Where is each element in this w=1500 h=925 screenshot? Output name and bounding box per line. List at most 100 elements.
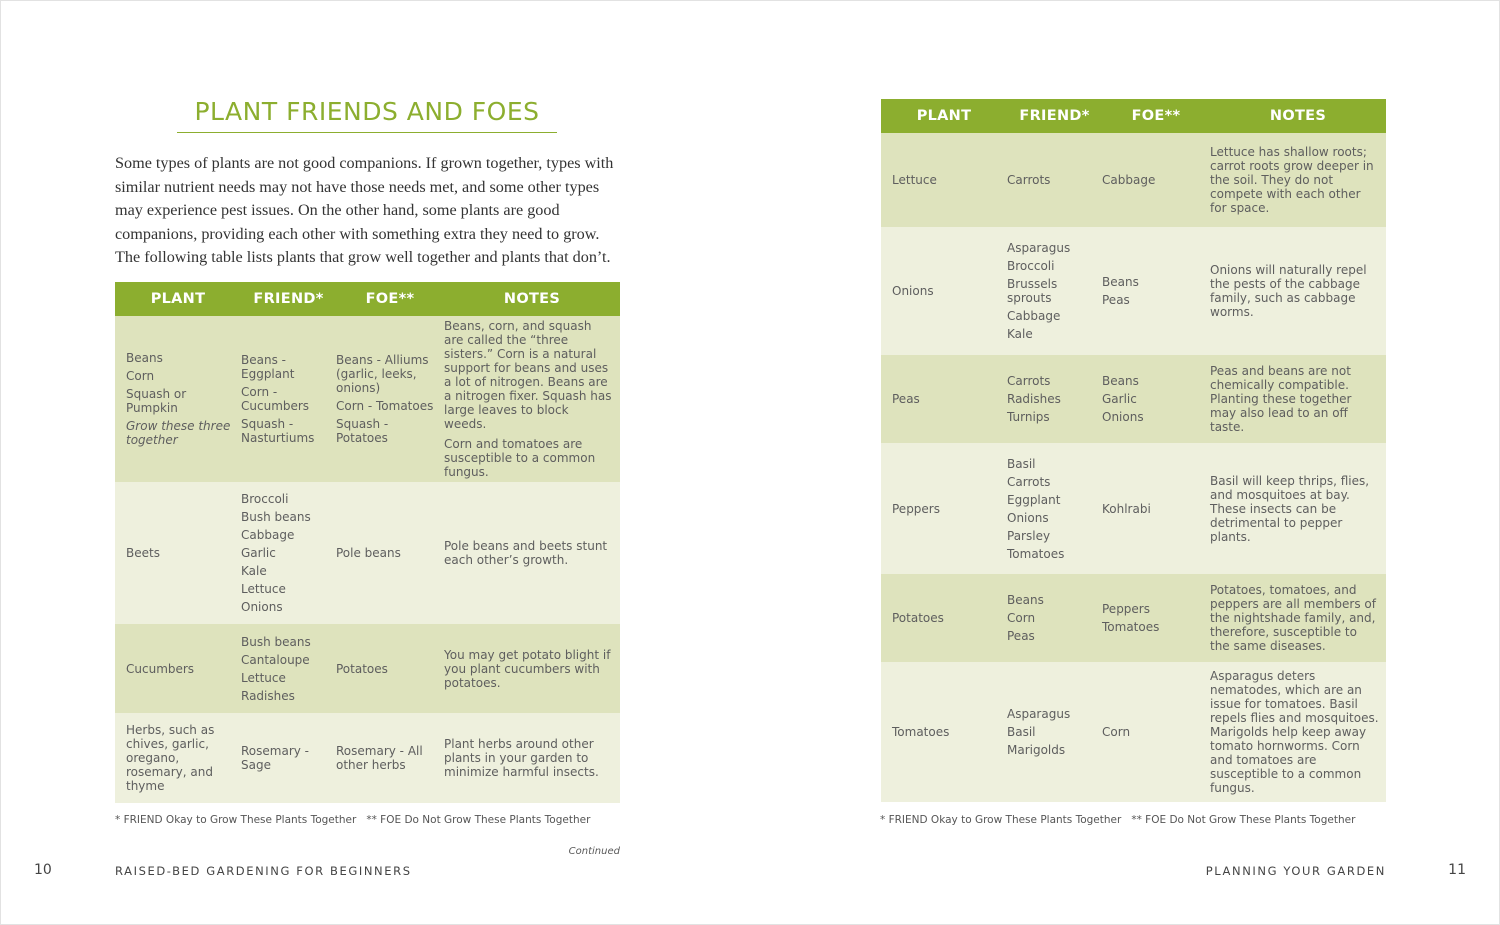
plant-cell: Lettuce: [881, 133, 1007, 227]
footnote: ** FOE Do Not Grow These Plants Together: [1131, 814, 1356, 826]
friend-item: Asparagus: [1007, 707, 1071, 721]
plant-cell: Onions: [881, 227, 1007, 355]
friend-item: Kale: [241, 564, 267, 578]
friend-item: Eggplant: [1007, 492, 1061, 507]
column-header: NOTES: [444, 282, 620, 316]
foe-item: Cabbage: [1102, 173, 1156, 187]
page-number: 10: [34, 862, 52, 878]
companion-table: PLANT FRIEND* FOE** NOTES Lettuce Carrots Cabb…: [881, 99, 1386, 802]
plant-item: Peas: [892, 392, 920, 406]
foe-cell: Corn: [1102, 662, 1210, 802]
friend-item: Carrots: [1007, 374, 1051, 388]
notes-cell: Peas and beans are not chemically compat…: [1210, 355, 1386, 443]
running-head: RAISED-BED GARDENING FOR BEGINNERS: [115, 864, 412, 878]
footnote: * FRIEND Okay to Grow These Plants Toget…: [880, 814, 1122, 826]
plant-item: Squash or Pumpkin: [126, 387, 187, 415]
header-row: PLANT FRIEND* FOE** NOTES: [115, 282, 620, 316]
plant-cell: Potatoes: [881, 574, 1007, 662]
footnotes: * FRIEND Okay to Grow These Plants Toget…: [115, 814, 600, 826]
notes-cell: Asparagus deters nematodes, which are an…: [1210, 662, 1386, 802]
notes-cell: Potatoes, tomatoes, and peppers are all …: [1210, 574, 1386, 662]
note: Lettuce has shallow roots; carrot roots …: [1210, 145, 1374, 215]
foe-item: Garlic: [1102, 392, 1137, 406]
friend-item: Marigolds: [1007, 743, 1066, 757]
foe-cell: Pole beans: [336, 482, 444, 624]
friend-cell: Asparagus Broccoli Brussels sprouts Cabbage…: [1007, 227, 1102, 355]
note: Corn and tomatoes are susceptible to a c…: [444, 437, 596, 479]
foe-item: Peas: [1102, 293, 1130, 307]
friend-item: Peas: [1007, 629, 1035, 643]
table-row: Peas Carrots Radishes Turnips Beans Garlic Oni…: [881, 355, 1386, 443]
table-row: Herbs, such as chives, garlic, oregano, …: [115, 713, 620, 803]
plant-cell: Herbs, such as chives, garlic, oregano, …: [115, 713, 241, 803]
plant-item: Corn: [126, 369, 155, 383]
intro-paragraph: Some types of plants are not good compan…: [115, 154, 614, 267]
notes-cell: Beans, corn, and squash are called the “…: [444, 316, 620, 482]
note: Asparagus deters nematodes, which are an…: [1210, 669, 1379, 795]
friend-item: Brussels sprouts: [1007, 277, 1058, 305]
note: You may get potato blight if you plant c…: [444, 647, 611, 690]
plant-item: Tomatoes: [892, 725, 950, 739]
notes-cell: Pole beans and beets stunt each other’s …: [444, 482, 620, 624]
running-head: PLANNING YOUR GARDEN: [1205, 864, 1386, 878]
plant-cell: Tomatoes: [881, 662, 1007, 802]
friend-item: Asparagus: [1007, 241, 1071, 255]
friend-item: Corn: [1007, 611, 1036, 625]
plant-item: Grow these three together: [126, 419, 231, 447]
foe-item: Beans - Alliums (garlic, leeks, onions): [336, 353, 429, 395]
foe-cell: Kohlrabi: [1102, 443, 1210, 574]
friend-item: Basil: [1007, 456, 1036, 471]
column-header: PLANT: [881, 99, 1007, 133]
foe-cell: Rosemary - All other herbs: [336, 713, 444, 803]
column-header: FOE**: [336, 282, 444, 316]
foe-item: Potatoes: [336, 661, 388, 676]
title: PLANT FRIENDS AND FOES: [177, 97, 557, 133]
friend-item: Radishes: [241, 688, 295, 703]
friend-item: Lettuce: [241, 582, 286, 596]
foe-item: Peppers: [1102, 602, 1150, 616]
footnote: ** FOE Do Not Grow These Plants Together: [366, 814, 591, 826]
friend-item: Radishes: [1007, 392, 1061, 406]
table-row: Onions Asparagus Broccoli Brussels sprouts C…: [881, 227, 1386, 355]
foe-cell: Potatoes: [336, 624, 444, 713]
column-header: FRIEND*: [1007, 99, 1102, 133]
plant-cell: Beans Corn Squash or Pumpkin Grow these thr…: [115, 316, 241, 482]
friend-item: Squash - Nasturtiums: [241, 417, 315, 445]
foe-item: Corn: [1102, 725, 1131, 739]
foe-item: Rosemary - All other herbs: [336, 744, 423, 772]
plant-cell: Peppers: [881, 443, 1007, 574]
note: Basil will keep thrips, flies, and mosqu…: [1210, 473, 1370, 544]
friend-item: Lettuce: [241, 670, 286, 685]
plant-item: Herbs, such as chives, garlic, oregano, …: [126, 723, 215, 793]
column-header: NOTES: [1210, 99, 1386, 133]
friend-cell: Carrots Radishes Turnips: [1007, 355, 1102, 443]
foe-cell: Cabbage: [1102, 133, 1210, 227]
foe-item: Beans: [1102, 275, 1139, 289]
friend-item: Bush beans: [241, 510, 311, 524]
table-row: Lettuce Carrots Cabbage Lettuce has shallow…: [881, 133, 1386, 227]
friend-item: Turnips: [1007, 410, 1050, 424]
foe-item: Onions: [1102, 410, 1144, 424]
friend-cell: Asparagus Basil Marigolds: [1007, 662, 1102, 802]
plant-item: Peppers: [892, 501, 940, 516]
friend-cell: Rosemary - Sage: [241, 713, 336, 803]
foe-item: Kohlrabi: [1102, 501, 1151, 516]
friend-item: Corn - Cucumbers: [241, 385, 310, 413]
friend-item: Beans - Eggplant: [241, 353, 295, 381]
friend-item: Cabbage: [241, 528, 295, 542]
note: Beans, corn, and squash are called the “…: [444, 319, 612, 431]
note: Potatoes, tomatoes, and peppers are all …: [1210, 583, 1377, 653]
friend-cell: Broccoli Bush beans Cabbage Garlic Kale Lettu…: [241, 482, 336, 624]
plant-cell: Peas: [881, 355, 1007, 443]
foe-item: Squash - Potatoes: [336, 417, 389, 445]
friend-item: Basil: [1007, 725, 1036, 739]
plant-cell: Cucumbers: [115, 624, 241, 713]
foe-item: Pole beans: [336, 546, 401, 560]
plant-cell: Beets: [115, 482, 241, 624]
friend-item: Onions: [1007, 510, 1049, 525]
foe-cell: Beans Garlic Onions: [1102, 355, 1210, 443]
friend-item: Cantaloupe: [241, 652, 310, 667]
plant-item: Onions: [892, 284, 934, 298]
